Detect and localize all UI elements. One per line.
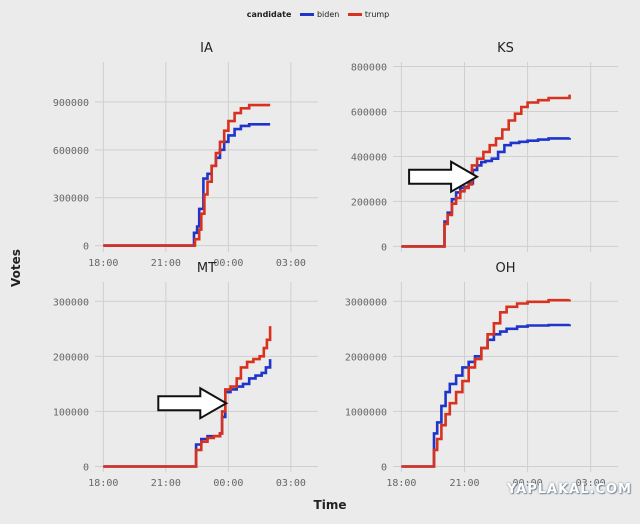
watermark-text: YAPLAKAL.COM <box>507 482 632 497</box>
x-tick-label: 21:00 <box>151 258 181 269</box>
y-tick-label: 2000000 <box>345 352 387 363</box>
series-line-trump <box>401 298 571 468</box>
x-tick-label: 00:00 <box>213 258 243 269</box>
facet-ks: KS 0 200000 400000 600000 800000 <box>351 41 618 253</box>
y-tick-label: 0 <box>381 462 387 473</box>
x-tick-label: 03:00 <box>576 478 606 489</box>
y-tick-label: 0 <box>83 462 89 473</box>
y-tick-label: 0 <box>381 242 387 253</box>
annotation-arrow <box>157 386 229 420</box>
facet-ia: IA 0 300000 600000 900000 18:00 21:00 00:00 03:0… <box>53 41 318 269</box>
y-tick-label: 300000 <box>53 194 89 205</box>
x-axis-title: Time <box>313 498 347 512</box>
series-line-trump <box>103 326 272 468</box>
x-tick-label: 03:00 <box>276 478 306 489</box>
y-tick-label: 100000 <box>53 407 89 418</box>
y-tick-label: 300000 <box>53 297 89 308</box>
x-tick-label: 18:00 <box>386 478 416 489</box>
legend-title: candidate <box>246 10 292 19</box>
y-axis-title: Votes <box>9 249 23 287</box>
facet-oh: OH 0 1000000 2000000 3000000 18:00 21:00 00:00 0… <box>345 261 618 489</box>
facet-title: KS <box>497 41 514 56</box>
x-tick-label: 00:00 <box>513 478 543 489</box>
series-line-biden <box>103 123 271 247</box>
facet-title: IA <box>200 41 213 56</box>
y-tick-label: 600000 <box>351 107 387 118</box>
series-line-biden <box>103 359 272 468</box>
legend-label-biden: biden <box>316 10 340 19</box>
y-tick-label: 900000 <box>53 98 89 109</box>
facet-title: OH <box>495 261 515 276</box>
legend-swatch-trump <box>347 13 362 16</box>
x-tick-label: 18:00 <box>88 258 118 269</box>
y-tick-label: 400000 <box>351 152 387 163</box>
y-tick-label: 200000 <box>53 352 89 363</box>
x-tick-label: 21:00 <box>151 478 181 489</box>
y-tick-label: 3000000 <box>345 297 387 308</box>
y-tick-label: 800000 <box>351 62 387 73</box>
series-line-biden <box>401 323 571 468</box>
y-tick-label: 200000 <box>351 197 387 208</box>
series-line-trump <box>103 103 271 247</box>
legend-label-trump: trump <box>364 10 390 19</box>
y-tick-label: 0 <box>83 242 89 253</box>
x-tick-label: 03:00 <box>276 258 306 269</box>
x-tick-label: 00:00 <box>213 478 243 489</box>
legend: candidate biden trump <box>0 10 640 19</box>
y-tick-label: 1000000 <box>345 407 387 418</box>
annotation-arrow <box>408 159 480 194</box>
series-line-biden <box>401 137 571 248</box>
y-tick-label: 600000 <box>53 146 89 157</box>
x-tick-label: 18:00 <box>88 478 118 489</box>
x-tick-label: 21:00 <box>449 478 479 489</box>
legend-swatch-biden <box>299 13 314 16</box>
facet-title: MT <box>197 261 216 276</box>
series-line-trump <box>401 94 571 248</box>
facet-mt: MT 0 100000 200000 300000 18:00 21:00 00:00 03:0… <box>53 261 318 489</box>
